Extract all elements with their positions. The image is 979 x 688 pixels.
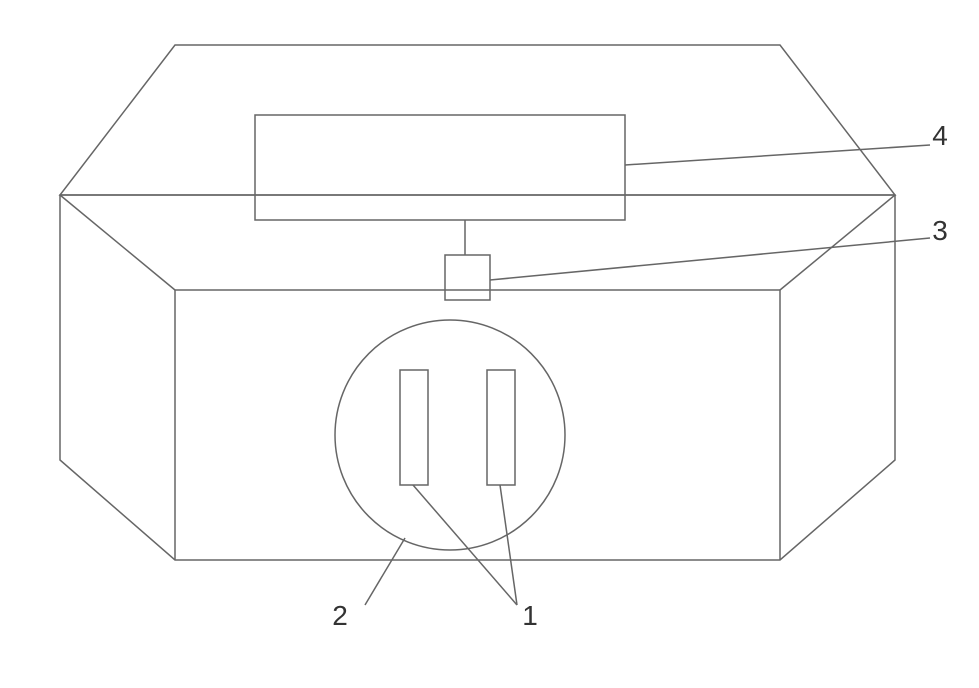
svg-text:1: 1 xyxy=(522,600,538,631)
svg-text:3: 3 xyxy=(932,215,948,246)
svg-text:4: 4 xyxy=(932,120,948,151)
svg-text:2: 2 xyxy=(332,600,348,631)
diagram-container: 4 3 2 1 xyxy=(20,20,979,668)
technical-diagram: 4 3 2 1 xyxy=(20,20,979,668)
